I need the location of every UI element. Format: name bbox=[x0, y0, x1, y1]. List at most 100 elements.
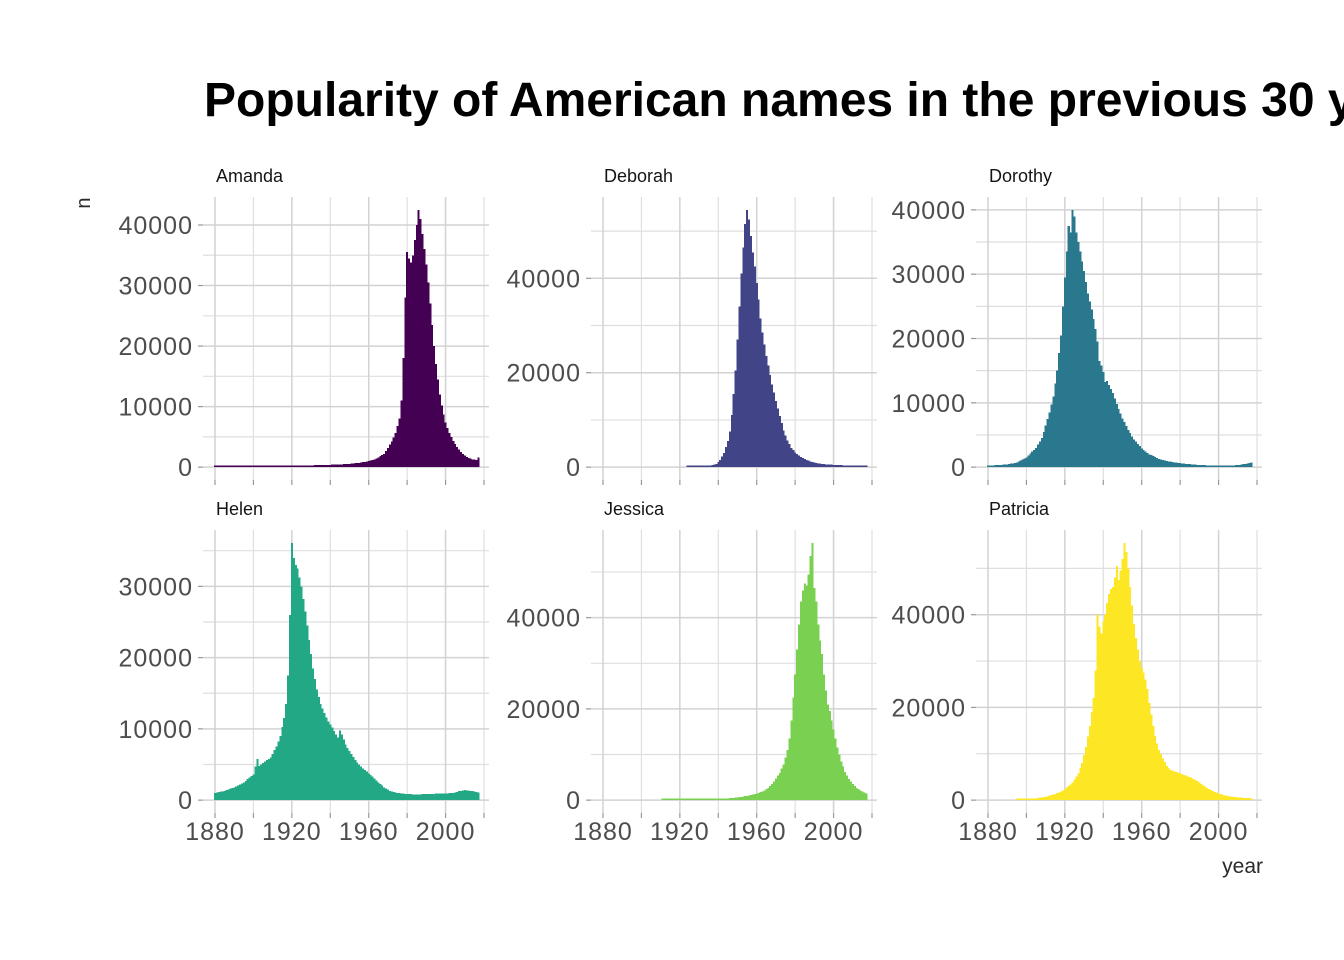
area-bar bbox=[1146, 452, 1149, 468]
area-bar bbox=[1204, 465, 1207, 468]
area-bar bbox=[778, 416, 781, 468]
area-bar bbox=[1190, 464, 1193, 468]
area-bar bbox=[260, 764, 263, 801]
area-bar bbox=[1188, 464, 1191, 468]
area-bar bbox=[721, 456, 724, 468]
y-tick-label: 20000 bbox=[506, 360, 581, 388]
area-bar bbox=[763, 790, 766, 801]
area-bar bbox=[836, 465, 839, 468]
area-bar bbox=[1175, 462, 1178, 468]
area-bar bbox=[271, 753, 274, 801]
area-bar bbox=[740, 796, 743, 801]
area-bar bbox=[1192, 778, 1195, 801]
area-bar bbox=[415, 794, 418, 801]
area-bar bbox=[692, 798, 695, 801]
area-bar bbox=[725, 798, 728, 801]
area-bar bbox=[1013, 462, 1016, 468]
area-bar bbox=[1232, 465, 1235, 468]
area-bar bbox=[1188, 777, 1191, 801]
area-bar bbox=[306, 625, 309, 801]
area-bar bbox=[773, 392, 776, 468]
x-tick-label: 1960 bbox=[339, 818, 399, 846]
y-tick-label: 30000 bbox=[891, 261, 966, 289]
strip-label-dorothy: Dorothy bbox=[989, 166, 1053, 186]
area-bar bbox=[1119, 413, 1122, 468]
area-bar bbox=[809, 461, 812, 468]
area-bar bbox=[290, 542, 293, 801]
area-bar bbox=[429, 793, 432, 801]
area-bar bbox=[1140, 668, 1143, 801]
area-bar bbox=[221, 465, 224, 468]
area-bar bbox=[435, 364, 438, 468]
area-bar bbox=[853, 465, 856, 468]
area-bar bbox=[738, 306, 741, 468]
area-bar bbox=[390, 441, 393, 468]
area-bar bbox=[1025, 457, 1028, 468]
area-bar bbox=[671, 798, 674, 801]
area-bar bbox=[705, 465, 708, 468]
area-bar bbox=[1110, 388, 1113, 468]
area-bar bbox=[1156, 743, 1159, 801]
area-bar bbox=[686, 798, 689, 801]
area-bar bbox=[1033, 798, 1036, 801]
area-bar bbox=[1238, 464, 1241, 468]
area-bar bbox=[338, 730, 341, 801]
area-bar bbox=[1133, 439, 1136, 468]
area-bar bbox=[1027, 798, 1030, 801]
area-bar bbox=[315, 465, 318, 468]
area-bar bbox=[1148, 702, 1151, 801]
area-bar bbox=[1098, 361, 1101, 468]
area-bar bbox=[258, 765, 261, 801]
area-bar bbox=[863, 792, 866, 801]
area-bar bbox=[340, 464, 343, 468]
area-bar bbox=[1159, 753, 1162, 801]
area-bar bbox=[1040, 438, 1043, 468]
area-bar bbox=[442, 793, 445, 801]
area-bar bbox=[361, 462, 365, 468]
area-bar bbox=[759, 318, 762, 468]
area-bar bbox=[214, 793, 217, 801]
area-bar bbox=[1134, 637, 1138, 801]
area-bar bbox=[776, 408, 779, 468]
area-bar bbox=[421, 234, 424, 468]
area-bar bbox=[788, 444, 791, 468]
area-bar bbox=[408, 794, 411, 801]
area-bar bbox=[838, 754, 841, 801]
area-bar bbox=[323, 464, 326, 468]
area-bar bbox=[458, 449, 461, 468]
area-bar bbox=[433, 346, 436, 468]
area-bar bbox=[1234, 465, 1237, 468]
area-bar bbox=[1017, 798, 1020, 801]
area-bar bbox=[1163, 460, 1166, 468]
area-bar bbox=[1048, 412, 1051, 468]
area-bar bbox=[304, 611, 307, 801]
area-bar bbox=[1231, 465, 1234, 468]
area-bar bbox=[419, 218, 422, 468]
area-bar bbox=[217, 792, 220, 801]
y-tick-label: 10000 bbox=[118, 394, 193, 422]
area-bar bbox=[844, 771, 847, 801]
area-bar bbox=[849, 465, 852, 468]
area-bar bbox=[742, 247, 745, 468]
y-tick-label: 40000 bbox=[506, 605, 581, 633]
area-bar bbox=[1156, 458, 1159, 468]
area-bar bbox=[1077, 242, 1080, 468]
area-bar bbox=[1200, 465, 1203, 468]
area-bar bbox=[715, 798, 718, 801]
area-bar bbox=[285, 465, 288, 468]
area-bar bbox=[801, 458, 804, 468]
area-bar bbox=[1040, 797, 1043, 801]
area-bar bbox=[796, 454, 799, 468]
area-bar bbox=[1225, 465, 1228, 468]
area-bar bbox=[836, 747, 839, 801]
area-bar bbox=[248, 465, 251, 468]
area-bar bbox=[1002, 464, 1005, 468]
area-series-deborah bbox=[686, 209, 868, 468]
y-tick-label: 0 bbox=[951, 787, 966, 815]
area-bar bbox=[271, 465, 274, 468]
area-bar bbox=[363, 769, 366, 801]
area-bar bbox=[1086, 736, 1089, 801]
area-bar bbox=[383, 453, 386, 468]
area-bar bbox=[782, 430, 785, 468]
area-bar bbox=[1108, 384, 1111, 468]
